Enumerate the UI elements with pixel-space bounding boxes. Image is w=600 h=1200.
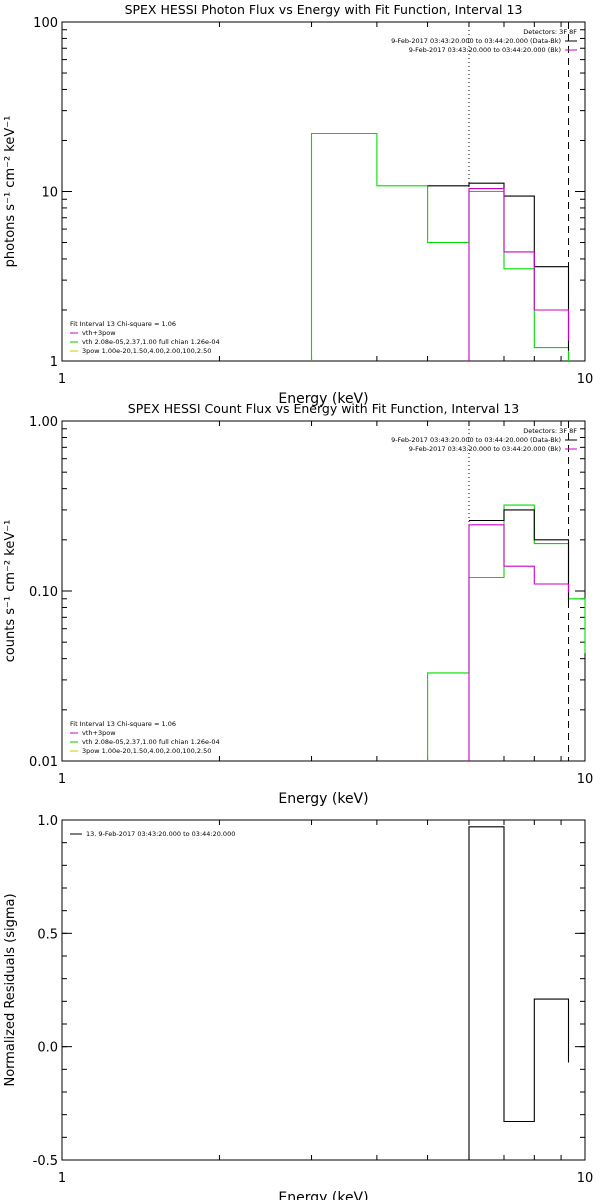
y-axis-label: photons s⁻¹ cm⁻² keV⁻¹ [3,116,18,268]
histogram-series-3 [468,188,570,361]
y-tick-label: 1.0 [37,814,58,829]
fit-legend-header: Fit Interval 13 Chi-square = 1.06 [70,720,176,728]
legend-header: Detectors: 3F 8F [523,28,577,36]
histogram-series-1 [468,826,570,1160]
y-tick-label: 100 [33,16,58,31]
plot-frame [61,420,586,762]
x-tick-label: 1 [58,372,66,387]
x-tick-label: 10 [577,372,594,387]
chart-title: SPEX HESSI Photon Flux vs Energy with Fi… [125,2,523,17]
y-tick-label: -0.5 [33,1154,58,1169]
plot-frame [61,21,586,362]
fit-legend-label: vth+3pow [82,729,116,737]
x-tick-label: 1 [58,1171,66,1186]
fit-legend-label: vth 2.08e-05,2.37,1.00 full chian 1.26e-… [82,338,220,346]
x-axis-label: Energy (keV) [278,1190,368,1200]
histogram-series-1 [427,504,586,761]
y-tick-label: 0.10 [29,585,58,600]
histogram-series-1 [310,132,570,361]
legend-header: Detectors: 3F 8F [523,427,577,435]
chart-panel-1: SPEX HESSI Photon Flux vs Energy with Fi… [3,2,593,407]
y-axis-label: counts s⁻¹ cm⁻² keV⁻¹ [3,520,18,663]
x-tick-label: 10 [577,1171,594,1186]
chart-panel-3: Energy (keV) Normalized Residuals (sigma)… [3,814,593,1200]
legend-entry-label: 9-Feb-2017 03:43:20.000 to 03:44:20.000 … [409,46,561,54]
y-tick-label: 0.01 [29,755,58,770]
y-axis-label: Normalized Residuals (sigma) [3,893,18,1086]
y-tick-label: 1.00 [29,415,58,430]
x-tick-label: 1 [58,772,66,787]
fit-legend-label: vth 2.08e-05,2.37,1.00 full chian 1.26e-… [82,738,220,746]
x-axis-label: Energy (keV) [278,391,368,407]
histogram-series-2 [469,509,570,602]
fit-legend-header: Fit Interval 13 Chi-square = 1.06 [70,320,176,328]
fit-legend-label: 3pow 1.00e-20,1.50,4.00,2.00,100,2.50 [82,347,211,355]
plot-frame [61,819,586,1161]
y-tick-label: 0.0 [37,1041,58,1056]
fit-legend-label: vth+3pow [82,329,116,337]
histogram-series-2 [427,182,570,351]
chart-title: SPEX HESSI Count Flux vs Energy with Fit… [128,401,519,416]
residual-legend-label: 13. 9-Feb-2017 03:43:20.000 to 03:44:20.… [86,830,235,838]
legend-entry-label: 9-Feb-2017 03:43:20.000 to 03:44:20.000 … [391,37,561,45]
y-tick-label: 1 [50,355,58,370]
y-tick-label: 0.5 [37,927,58,942]
x-tick-label: 10 [577,772,594,787]
x-axis-label: Energy (keV) [278,791,368,807]
y-tick-label: 10 [41,186,58,201]
chart-panel-2: SPEX HESSI Count Flux vs Energy with Fit… [3,401,593,807]
fit-legend-label: 3pow 1.00e-20,1.50,4.00,2.00,100,2.50 [82,747,211,755]
legend-entry-label: 9-Feb-2017 03:43:20.000 to 03:44:20.000 … [409,445,561,453]
histogram-series-3 [468,524,570,761]
legend-entry-label: 9-Feb-2017 03:43:20.000 to 03:44:20.000 … [391,436,561,444]
